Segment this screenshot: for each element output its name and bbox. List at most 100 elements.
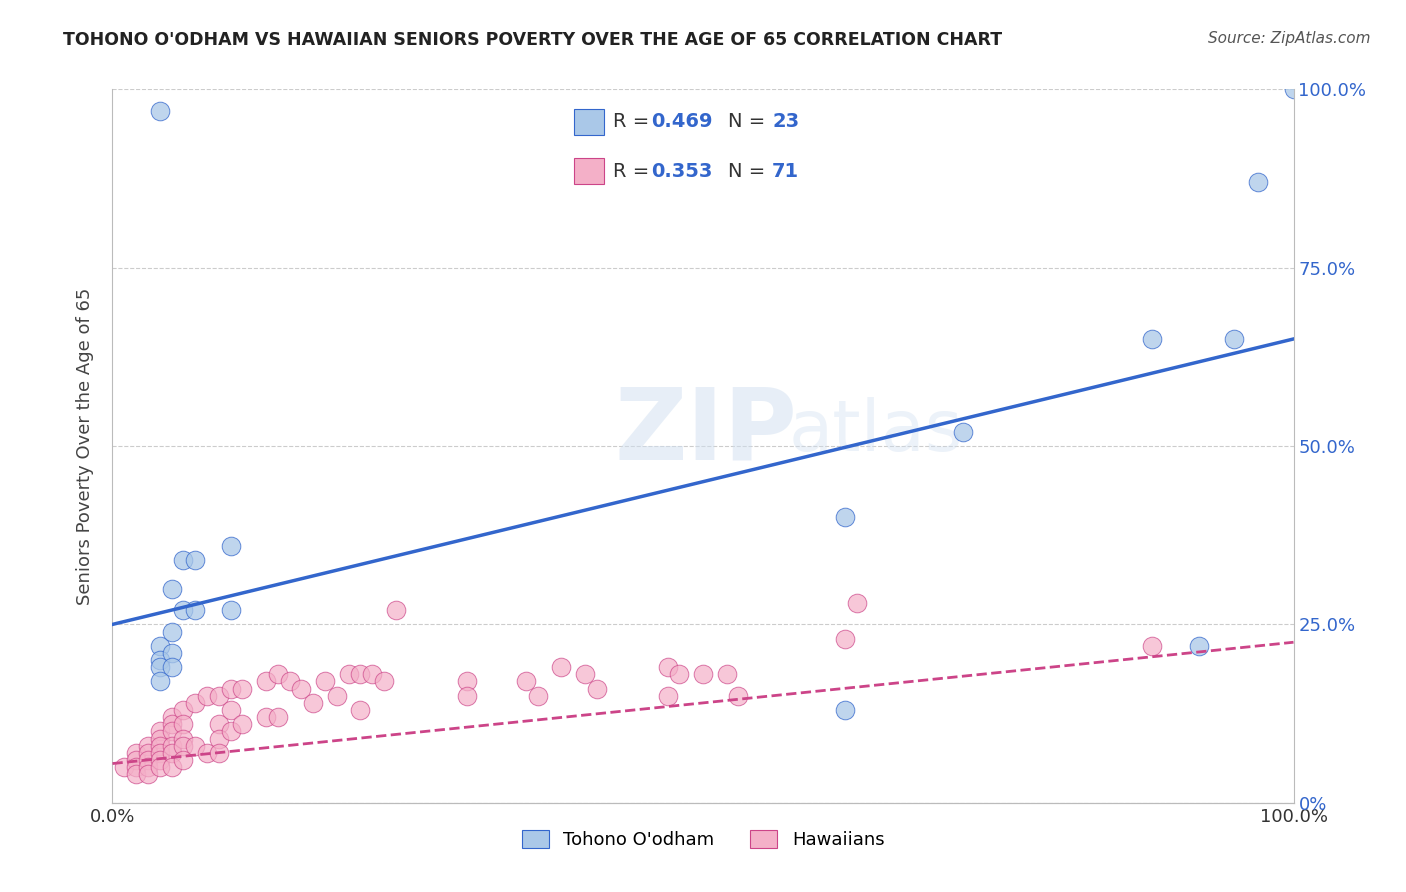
- Point: [208, 689, 231, 703]
- Point: [149, 639, 172, 653]
- Point: [254, 674, 277, 689]
- Text: 71: 71: [772, 161, 799, 180]
- Point: [160, 646, 183, 660]
- Point: [184, 603, 207, 617]
- Point: [149, 103, 172, 118]
- Point: [172, 717, 194, 731]
- Point: [149, 731, 172, 746]
- Text: atlas: atlas: [789, 397, 963, 467]
- Point: [1247, 175, 1270, 189]
- Point: [1140, 332, 1163, 346]
- Point: [585, 681, 607, 696]
- Point: [149, 660, 172, 674]
- Text: R =: R =: [613, 161, 655, 180]
- Point: [208, 717, 231, 731]
- Text: 0.353: 0.353: [651, 161, 713, 180]
- Point: [314, 674, 336, 689]
- Point: [172, 703, 194, 717]
- Point: [160, 724, 183, 739]
- Point: [136, 746, 159, 760]
- Point: [657, 689, 679, 703]
- Point: [184, 739, 207, 753]
- Point: [136, 739, 159, 753]
- Point: [373, 674, 395, 689]
- Point: [160, 624, 183, 639]
- Point: [149, 724, 172, 739]
- Point: [160, 660, 183, 674]
- Point: [149, 753, 172, 767]
- Point: [219, 703, 242, 717]
- Point: [219, 724, 242, 739]
- Point: [716, 667, 738, 681]
- Point: [456, 689, 478, 703]
- Point: [834, 632, 856, 646]
- Point: [456, 674, 478, 689]
- Point: [160, 739, 183, 753]
- Point: [1223, 332, 1246, 346]
- Point: [125, 767, 148, 781]
- Text: 0.469: 0.469: [651, 112, 713, 131]
- Point: [267, 667, 290, 681]
- Text: R =: R =: [613, 112, 655, 131]
- Point: [385, 603, 408, 617]
- Point: [231, 681, 253, 696]
- Text: ZIP: ZIP: [614, 384, 797, 480]
- Point: [136, 767, 159, 781]
- Point: [515, 674, 537, 689]
- Point: [1188, 639, 1211, 653]
- Point: [834, 510, 856, 524]
- Point: [112, 760, 135, 774]
- Point: [254, 710, 277, 724]
- Point: [149, 674, 172, 689]
- Point: [526, 689, 548, 703]
- Point: [195, 746, 218, 760]
- Text: N =: N =: [728, 112, 772, 131]
- Text: 23: 23: [772, 112, 799, 131]
- Point: [195, 689, 218, 703]
- Point: [149, 739, 172, 753]
- Legend: Tohono O'odham, Hawaiians: Tohono O'odham, Hawaiians: [513, 821, 893, 858]
- Point: [184, 553, 207, 567]
- Point: [172, 553, 194, 567]
- Point: [136, 753, 159, 767]
- Point: [172, 603, 194, 617]
- Point: [290, 681, 312, 696]
- Point: [574, 667, 596, 681]
- Point: [160, 717, 183, 731]
- Point: [160, 582, 183, 596]
- Point: [668, 667, 690, 681]
- Text: Source: ZipAtlas.com: Source: ZipAtlas.com: [1208, 31, 1371, 46]
- Point: [219, 681, 242, 696]
- Point: [1140, 639, 1163, 653]
- Point: [172, 731, 194, 746]
- Point: [302, 696, 325, 710]
- Point: [952, 425, 974, 439]
- Point: [219, 603, 242, 617]
- Point: [337, 667, 360, 681]
- Point: [160, 710, 183, 724]
- Bar: [574, 158, 603, 184]
- Point: [834, 703, 856, 717]
- Point: [160, 746, 183, 760]
- Point: [1282, 82, 1305, 96]
- Point: [172, 739, 194, 753]
- Point: [361, 667, 384, 681]
- Point: [136, 760, 159, 774]
- Text: N =: N =: [728, 161, 772, 180]
- Point: [149, 760, 172, 774]
- Point: [267, 710, 290, 724]
- Point: [219, 539, 242, 553]
- Y-axis label: Seniors Poverty Over the Age of 65: Seniors Poverty Over the Age of 65: [76, 287, 94, 605]
- Bar: [574, 109, 603, 135]
- Point: [550, 660, 572, 674]
- Text: TOHONO O'ODHAM VS HAWAIIAN SENIORS POVERTY OVER THE AGE OF 65 CORRELATION CHART: TOHONO O'ODHAM VS HAWAIIAN SENIORS POVER…: [63, 31, 1002, 49]
- Point: [160, 760, 183, 774]
- Point: [125, 753, 148, 767]
- Point: [349, 703, 371, 717]
- Point: [692, 667, 714, 681]
- Point: [149, 746, 172, 760]
- Point: [208, 731, 231, 746]
- Point: [184, 696, 207, 710]
- Point: [657, 660, 679, 674]
- Point: [845, 596, 868, 610]
